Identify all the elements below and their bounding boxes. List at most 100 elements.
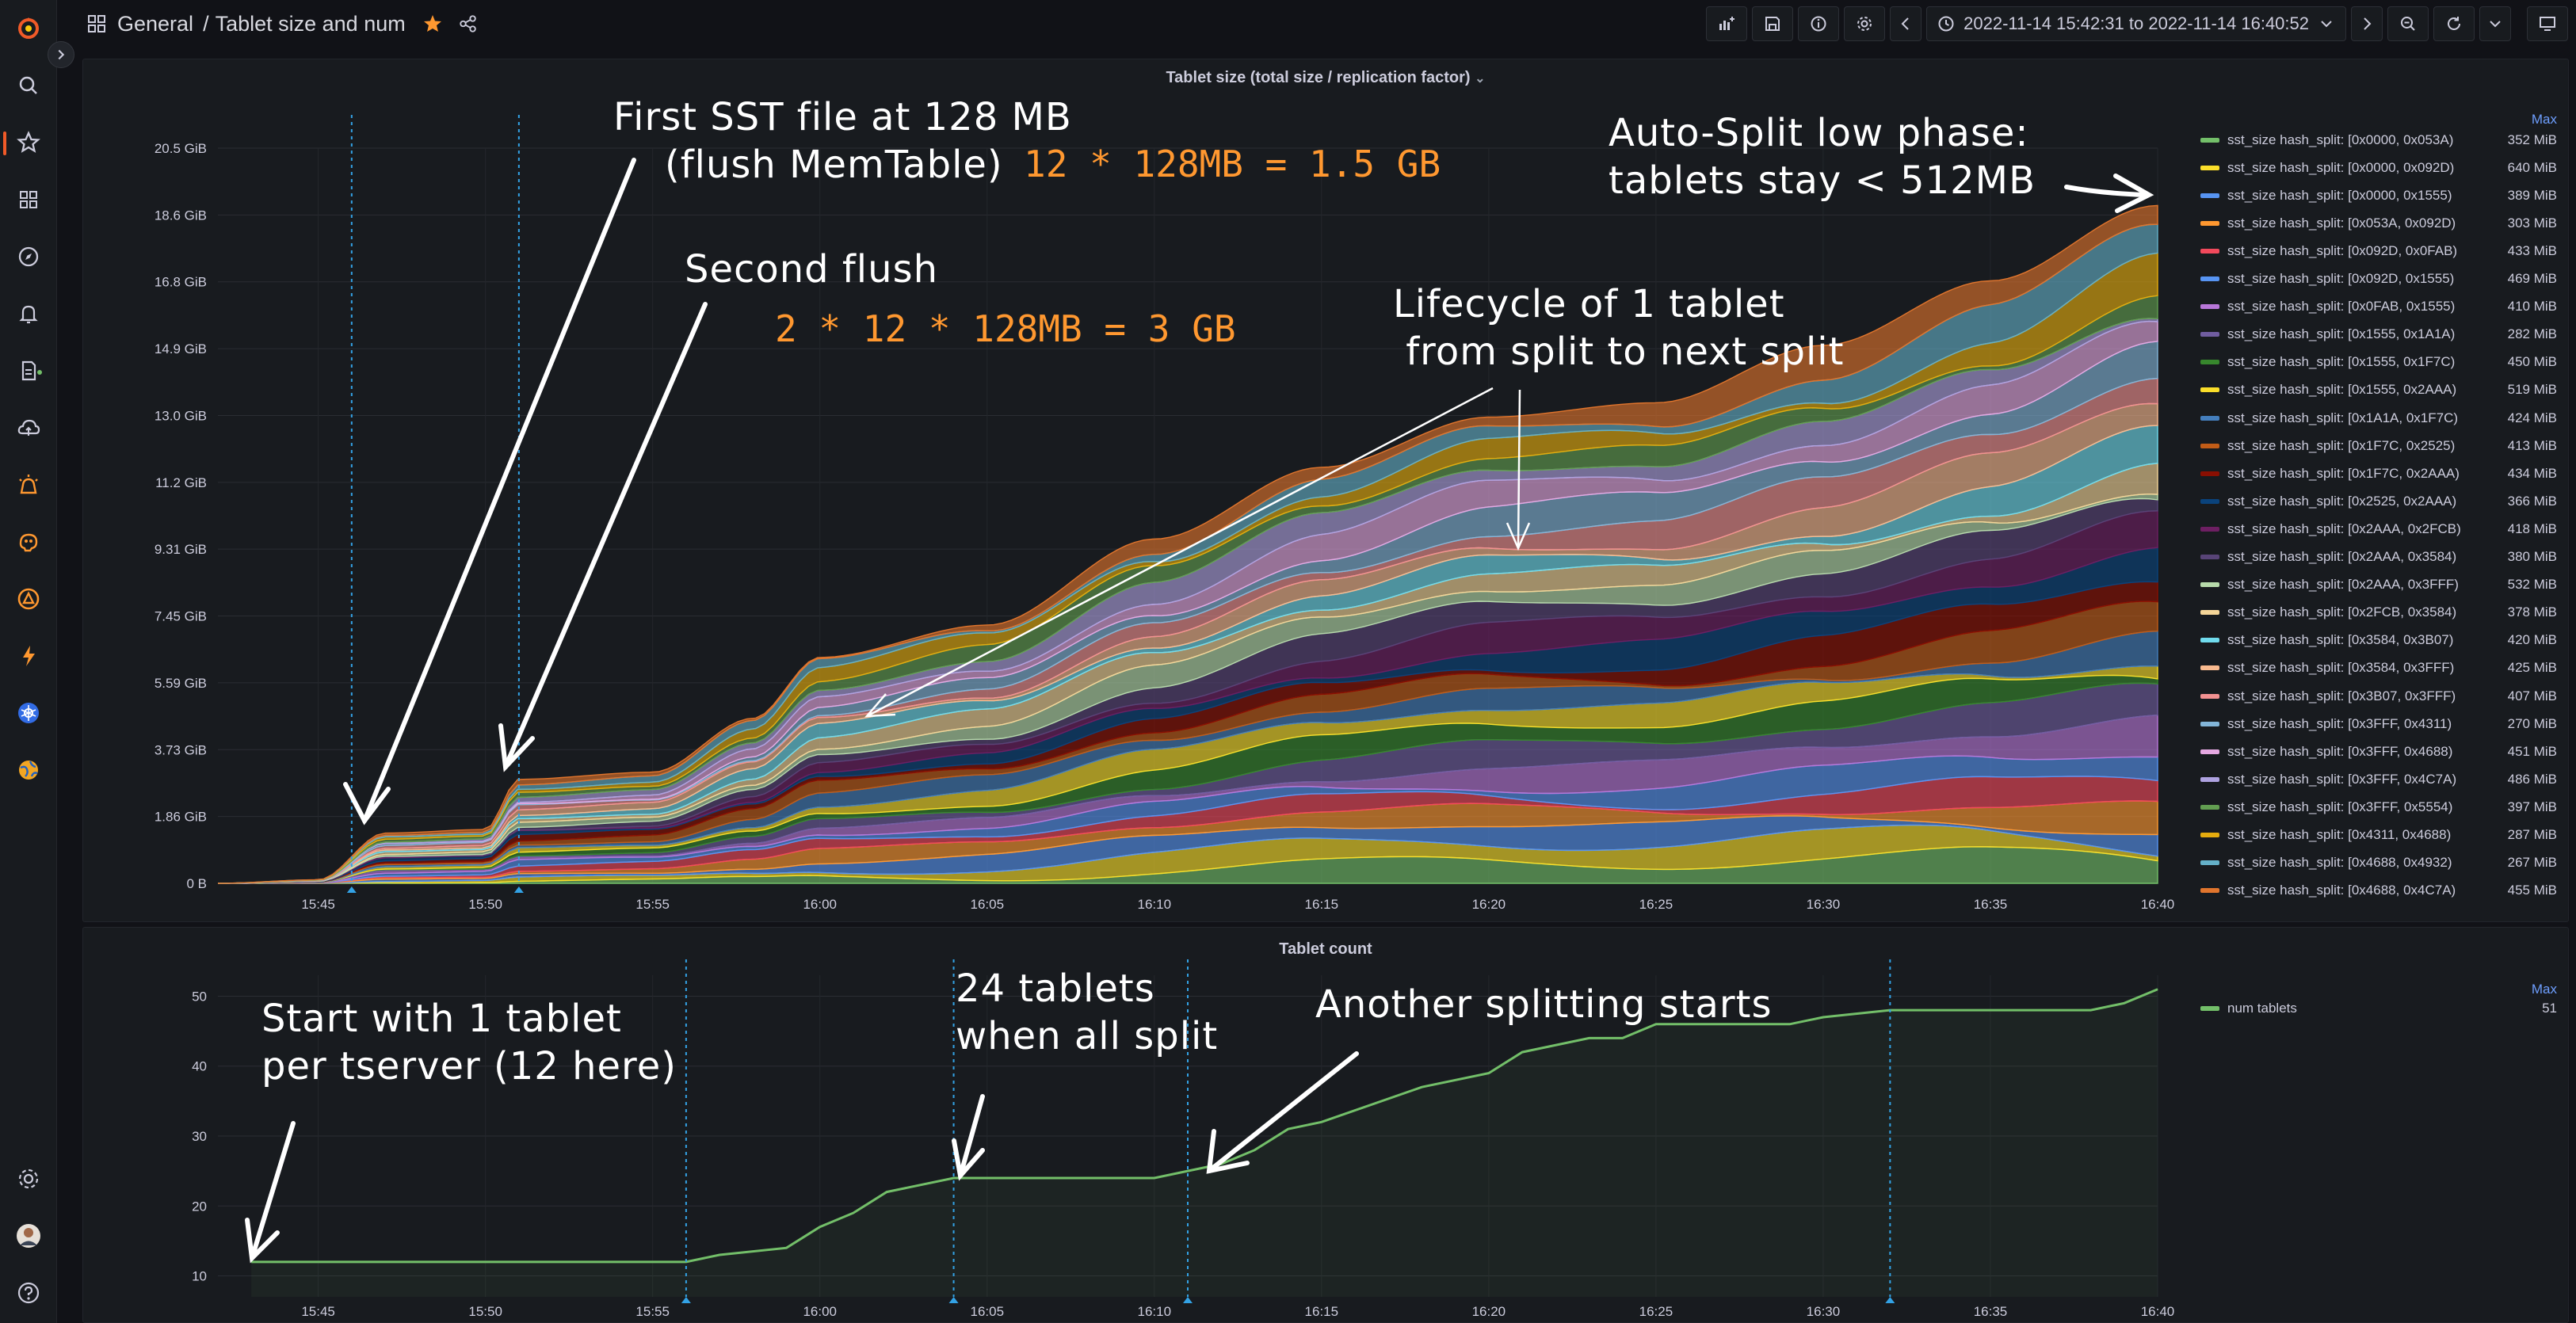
data-point xyxy=(2090,1009,2092,1011)
oncall-icon[interactable] xyxy=(13,469,44,501)
time-shift-forward-button[interactable] xyxy=(2351,6,2383,41)
legend-series-name: sst_size hash_split: [0x4311, 0x4688) xyxy=(2227,827,2452,842)
legend-item[interactable]: sst_size hash_split: [0x3FFF, 0x4311) 270… xyxy=(2200,710,2557,738)
data-point xyxy=(819,1226,821,1228)
breadcrumb-folder[interactable]: General xyxy=(117,11,194,36)
legend-swatch xyxy=(2200,1005,2219,1011)
legend-item[interactable]: sst_size hash_split: [0x1F7C, 0x2525) 413… xyxy=(2200,432,2557,459)
starred-icon[interactable] xyxy=(13,127,44,158)
monitor-icon xyxy=(2540,17,2555,31)
data-point xyxy=(1321,1121,1322,1123)
legend-item[interactable]: sst_size hash_split: [0x2FCB, 0x3584) 378… xyxy=(2200,599,2557,627)
panel-title[interactable]: Tablet count xyxy=(1279,940,1372,958)
y-tick-label: 9.31 GiB xyxy=(155,542,207,557)
legend-item[interactable]: num tablets 51 xyxy=(2200,994,2557,1022)
reports-icon[interactable] xyxy=(13,355,44,387)
add-panel-button[interactable] xyxy=(1706,6,1748,41)
legend-item[interactable]: sst_size hash_split: [0x1A1A, 0x1F7C) 424… xyxy=(2200,404,2557,432)
legend-item[interactable]: sst_size hash_split: [0x1555, 0x2AAA) 519… xyxy=(2200,376,2557,404)
legend-series-name: sst_size hash_split: [0x1F7C, 0x2525) xyxy=(2227,437,2456,453)
save-dashboard-button[interactable] xyxy=(1752,6,1794,41)
grafana-logo-icon[interactable] xyxy=(13,13,44,44)
frontend-observability-icon[interactable] xyxy=(13,754,44,786)
legend-item[interactable]: sst_size hash_split: [0x3FFF, 0x4C7A) 486… xyxy=(2200,765,2557,793)
time-shift-back-button[interactable] xyxy=(1890,6,1922,41)
annotation-marker[interactable] xyxy=(948,1297,959,1303)
legend-item[interactable]: sst_size hash_split: [0x3FFF, 0x5554) 397… xyxy=(2200,793,2557,821)
x-tick-label: 16:05 xyxy=(970,897,1004,912)
legend-max-header[interactable]: Max xyxy=(2531,982,2557,997)
refresh-interval-button[interactable] xyxy=(2479,6,2511,41)
legend-item[interactable]: sst_size hash_split: [0x0000, 0x092D) 640… xyxy=(2200,154,2557,181)
refresh-button[interactable] xyxy=(2433,6,2475,41)
k6-icon[interactable] xyxy=(13,640,44,672)
annotation-second-calc: 2 * 12 * 128MB = 3 GB xyxy=(775,307,1236,350)
panel-title-wrap[interactable]: Tablet size (total size / replication fa… xyxy=(83,69,2568,87)
legend-item[interactable]: sst_size hash_split: [0x3584, 0x3FFF) 425… xyxy=(2200,654,2557,682)
kubernetes-icon[interactable] xyxy=(13,697,44,729)
tablet-count-chart[interactable]: 10 20 30 40 50 15:45 15:50 15:55 16:00 16:05 16:10… xyxy=(83,928,2207,1323)
legend-max-header[interactable]: Max xyxy=(2531,112,2557,127)
y-tick-label: 40 xyxy=(192,1059,207,1074)
avatar[interactable] xyxy=(13,1220,44,1252)
explore-icon[interactable] xyxy=(13,241,44,273)
legend-item[interactable]: sst_size hash_split: [0x4688, 0x4932) 267… xyxy=(2200,849,2557,877)
incident-icon[interactable] xyxy=(13,583,44,615)
legend-item[interactable]: sst_size hash_split: [0x3584, 0x3B07) 420… xyxy=(2200,627,2557,654)
sidebar-toggle-button[interactable] xyxy=(48,41,74,68)
legend-item[interactable]: sst_size hash_split: [0x1F7C, 0x2AAA) 434… xyxy=(2200,459,2557,487)
legend-item[interactable]: sst_size hash_split: [0x3B07, 0x3FFF) 407… xyxy=(2200,682,2557,710)
legend-item[interactable]: sst_size hash_split: [0x1555, 0x1F7C) 450… xyxy=(2200,349,2557,376)
annotation-marker[interactable] xyxy=(346,886,357,893)
dashboard-insights-button[interactable] xyxy=(1798,6,1840,41)
legend-swatch xyxy=(2200,749,2219,754)
star-icon[interactable] xyxy=(422,13,444,35)
dashboards-icon[interactable] xyxy=(13,184,44,215)
legend-item[interactable]: sst_size hash_split: [0x0000, 0x1555) 389… xyxy=(2200,181,2557,209)
time-picker-button[interactable]: 2022-11-14 15:42:31 to 2022-11-14 16:40:… xyxy=(1926,6,2346,41)
chevron-down-icon xyxy=(2490,21,2501,28)
legend-item[interactable]: sst_size hash_split: [0x2AAA, 0x3FFF) 532… xyxy=(2200,571,2557,599)
legend-item[interactable]: sst_size hash_split: [0x3FFF, 0x4688) 451… xyxy=(2200,738,2557,765)
legend-max-value: 267 MiB xyxy=(2507,855,2557,871)
breadcrumb-separator: / xyxy=(203,11,209,36)
legend-item[interactable]: sst_size hash_split: [0x092D, 0x0FAB) 433… xyxy=(2200,237,2557,265)
legend-item[interactable]: sst_size hash_split: [0x092D, 0x1555) 469… xyxy=(2200,265,2557,293)
tv-mode-button[interactable] xyxy=(2527,6,2568,41)
legend-item[interactable]: sst_size hash_split: [0x053A, 0x092D) 303… xyxy=(2200,209,2557,237)
legend-max-value: 410 MiB xyxy=(2507,299,2557,315)
cloud-icon[interactable] xyxy=(13,412,44,444)
legend-item[interactable]: sst_size hash_split: [0x2AAA, 0x3584) 380… xyxy=(2200,543,2557,571)
annotation-marker[interactable] xyxy=(681,1297,691,1303)
legend-item[interactable]: sst_size hash_split: [0x4311, 0x4688) 287… xyxy=(2200,822,2557,849)
help-icon[interactable] xyxy=(13,1277,44,1309)
legend-max-value: 455 MiB xyxy=(2507,883,2557,898)
legend-series-name: sst_size hash_split: [0x3B07, 0x3FFF) xyxy=(2227,688,2456,703)
zoom-out-button[interactable] xyxy=(2387,6,2429,41)
legend-item[interactable]: sst_size hash_split: [0x0000, 0x053A) 352… xyxy=(2200,126,2557,154)
legend-item[interactable]: sst_size hash_split: [0x2525, 0x2AAA) 366… xyxy=(2200,487,2557,515)
y-tick-label: 11.2 GiB xyxy=(155,475,207,490)
legend-item[interactable]: sst_size hash_split: [0x4688, 0x4C7A) 455… xyxy=(2200,877,2557,905)
annotation-second-flush: Second flush xyxy=(685,247,938,292)
legend-swatch xyxy=(2200,248,2219,254)
annotation-marker[interactable] xyxy=(1885,1297,1895,1303)
legend-max-value: 270 MiB xyxy=(2507,715,2557,731)
legend-max-value: 519 MiB xyxy=(2507,382,2557,398)
legend-series-name: sst_size hash_split: [0x1555, 0x1A1A) xyxy=(2227,326,2456,342)
legend-item[interactable]: sst_size hash_split: [0x1555, 0x1A1A) 282… xyxy=(2200,321,2557,349)
dashboard-title[interactable]: Tablet size and num xyxy=(215,11,406,36)
legend-swatch xyxy=(2200,498,2219,504)
legend-max-value: 389 MiB xyxy=(2507,187,2557,203)
annotation-marker[interactable] xyxy=(513,886,524,893)
legend-item[interactable]: sst_size hash_split: [0x2AAA, 0x2FCB) 418… xyxy=(2200,515,2557,543)
settings-icon[interactable] xyxy=(13,1163,44,1195)
legend-item[interactable]: sst_size hash_split: [0x0FAB, 0x1555) 410… xyxy=(2200,293,2557,321)
dashboard-settings-button[interactable] xyxy=(1844,6,1886,41)
annotation-marker[interactable] xyxy=(1183,1297,1193,1303)
share-icon[interactable] xyxy=(458,13,479,34)
search-icon[interactable] xyxy=(13,70,44,101)
ml-icon[interactable] xyxy=(13,526,44,558)
alerting-icon[interactable] xyxy=(13,298,44,330)
y-tick-label: 10 xyxy=(192,1269,207,1284)
